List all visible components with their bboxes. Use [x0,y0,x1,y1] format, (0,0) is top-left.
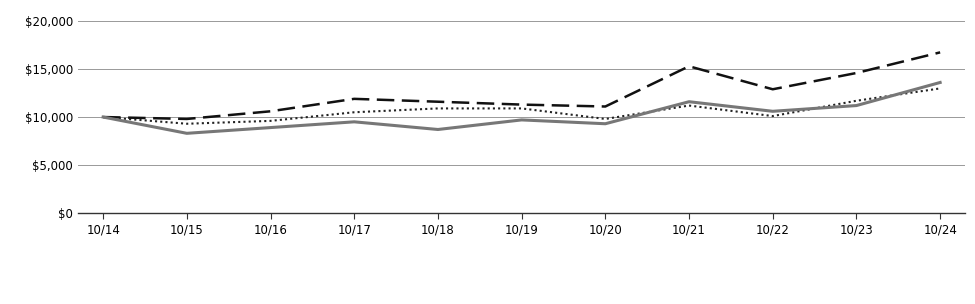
EuroPac International Dividend Income Fund - Class I, $13,610 [516,118,527,122]
MSCI World Ex-USA Index, $16,753 [432,100,444,104]
EuroPac International Dividend Income Fund - Class I, $13,610 [934,81,946,84]
S&P International Dividend Opportunities Index, $12,989 [181,122,193,126]
S&P International Dividend Opportunities Index, $12,989 [348,110,360,114]
S&P International Dividend Opportunities Index, $12,989 [767,114,779,118]
MSCI World Ex-USA Index, $16,753 [934,50,946,54]
S&P International Dividend Opportunities Index, $12,989 [432,107,444,110]
EuroPac International Dividend Income Fund - Class I, $13,610 [348,120,360,124]
MSCI World Ex-USA Index, $16,753 [683,64,695,68]
EuroPac International Dividend Income Fund - Class I, $13,610 [600,122,611,126]
MSCI World Ex-USA Index, $16,753 [98,115,109,119]
S&P International Dividend Opportunities Index, $12,989 [600,117,611,121]
MSCI World Ex-USA Index, $16,753 [850,71,862,75]
Line: MSCI World Ex-USA Index, $16,753: MSCI World Ex-USA Index, $16,753 [103,52,940,119]
S&P International Dividend Opportunities Index, $12,989 [850,99,862,102]
MSCI World Ex-USA Index, $16,753 [600,105,611,108]
MSCI World Ex-USA Index, $16,753 [181,117,193,121]
S&P International Dividend Opportunities Index, $12,989 [683,104,695,107]
S&P International Dividend Opportunities Index, $12,989 [934,87,946,90]
Line: EuroPac International Dividend Income Fund - Class I, $13,610: EuroPac International Dividend Income Fu… [103,82,940,133]
EuroPac International Dividend Income Fund - Class I, $13,610 [683,100,695,104]
EuroPac International Dividend Income Fund - Class I, $13,610 [850,104,862,107]
EuroPac International Dividend Income Fund - Class I, $13,610 [767,109,779,113]
MSCI World Ex-USA Index, $16,753 [348,97,360,101]
S&P International Dividend Opportunities Index, $12,989 [516,107,527,110]
EuroPac International Dividend Income Fund - Class I, $13,610 [98,115,109,119]
EuroPac International Dividend Income Fund - Class I, $13,610 [181,132,193,135]
Line: S&P International Dividend Opportunities Index, $12,989: S&P International Dividend Opportunities… [103,88,940,124]
S&P International Dividend Opportunities Index, $12,989 [264,119,276,123]
EuroPac International Dividend Income Fund - Class I, $13,610 [432,128,444,131]
MSCI World Ex-USA Index, $16,753 [264,109,276,113]
S&P International Dividend Opportunities Index, $12,989 [98,115,109,119]
MSCI World Ex-USA Index, $16,753 [767,88,779,91]
EuroPac International Dividend Income Fund - Class I, $13,610 [264,126,276,130]
MSCI World Ex-USA Index, $16,753 [516,103,527,106]
